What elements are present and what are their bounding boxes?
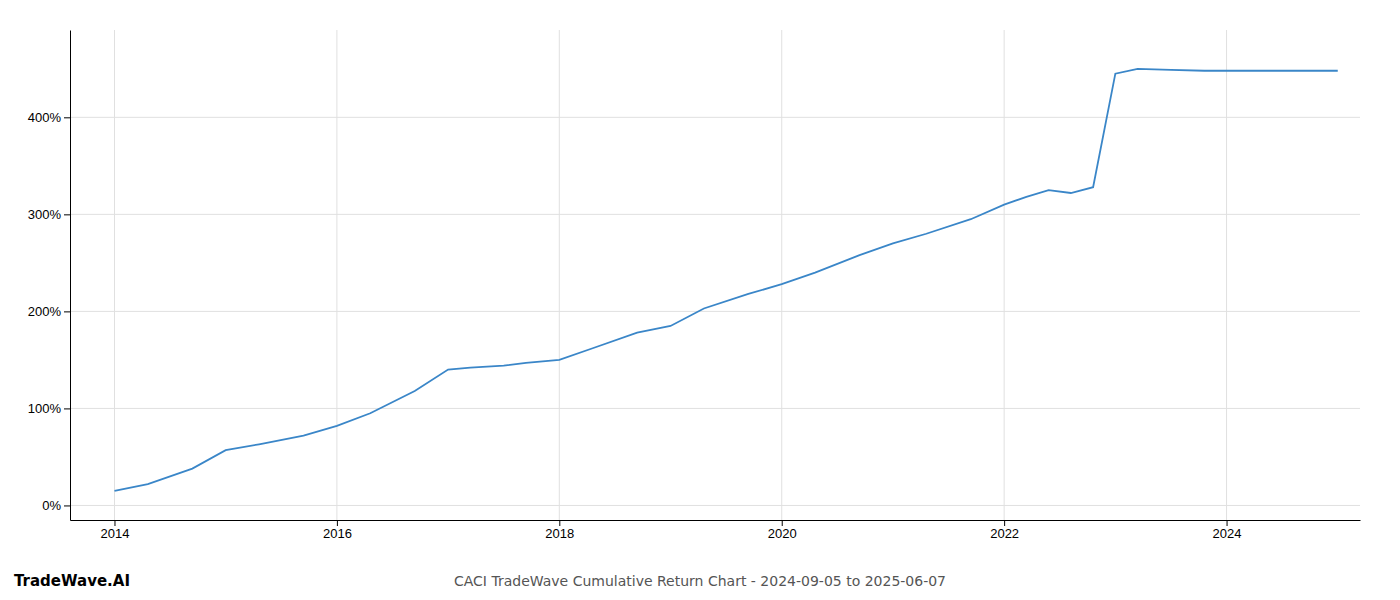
tick-mark — [559, 520, 560, 526]
tick-label: 200% — [28, 304, 62, 319]
axis-line — [71, 520, 1361, 521]
tick: 2022 — [990, 520, 1019, 541]
grid-line-x — [336, 30, 337, 520]
grid-line-x — [114, 30, 115, 520]
tick: 2024 — [1213, 520, 1242, 541]
tick: 2018 — [545, 520, 574, 541]
grid-line-y — [70, 214, 1360, 215]
grid-line-x — [559, 30, 560, 520]
grid-line-y — [70, 117, 1360, 118]
tick-label: 2014 — [101, 526, 130, 541]
tick-mark — [1004, 520, 1005, 526]
plot: 2014 2016 2018 2020 2022 2024 0% 100% 200% 300% 40… — [28, 30, 1361, 541]
tick-label: 400% — [28, 110, 62, 125]
grid-line-y — [70, 505, 1360, 506]
tick-label: 300% — [28, 207, 62, 222]
watermark: TradeWave.AI — [14, 572, 130, 590]
tick: 400% — [28, 110, 70, 125]
tick-mark — [782, 520, 783, 526]
line — [114, 69, 1337, 491]
tick-label: 2020 — [768, 526, 797, 541]
tick: 2014 — [101, 520, 130, 541]
tick-label: 100% — [28, 401, 62, 416]
grid-line-y — [70, 311, 1360, 312]
y-axis: 0% 100% 200% 300% 400% — [28, 31, 71, 521]
grid-line-x — [1004, 30, 1005, 520]
tick-mark — [337, 520, 338, 526]
axis-line — [70, 31, 71, 521]
tick-mark — [64, 117, 70, 118]
x-axis: 2014 2016 2018 2020 2022 2024 — [71, 520, 1361, 541]
tick: 300% — [28, 207, 70, 222]
chart: 2014 2016 2018 2020 2022 2024 0% 100% 200% 300% 40… — [0, 0, 1400, 600]
tick-mark — [64, 311, 70, 312]
tick-label: 2022 — [990, 526, 1019, 541]
tick-mark — [1227, 520, 1228, 526]
grid-line-y — [70, 408, 1360, 409]
tick-mark — [114, 520, 115, 526]
tick-mark — [64, 408, 70, 409]
grid — [70, 30, 1360, 520]
tick-label: 2016 — [323, 526, 352, 541]
tick: 200% — [28, 304, 70, 319]
title: CACI TradeWave Cumulative Return Chart -… — [454, 573, 946, 589]
marks — [114, 69, 1337, 491]
tick: 0% — [42, 498, 70, 513]
tick: 2016 — [323, 520, 352, 541]
tick-label: 0% — [42, 498, 61, 513]
tick-label: 2018 — [545, 526, 574, 541]
tick: 100% — [28, 401, 70, 416]
grid-line-x — [1226, 30, 1227, 520]
tick-label: 2024 — [1213, 526, 1242, 541]
tick-mark — [64, 214, 70, 215]
tick-mark — [64, 505, 70, 506]
grid-line-x — [781, 30, 782, 520]
tick: 2020 — [768, 520, 797, 541]
